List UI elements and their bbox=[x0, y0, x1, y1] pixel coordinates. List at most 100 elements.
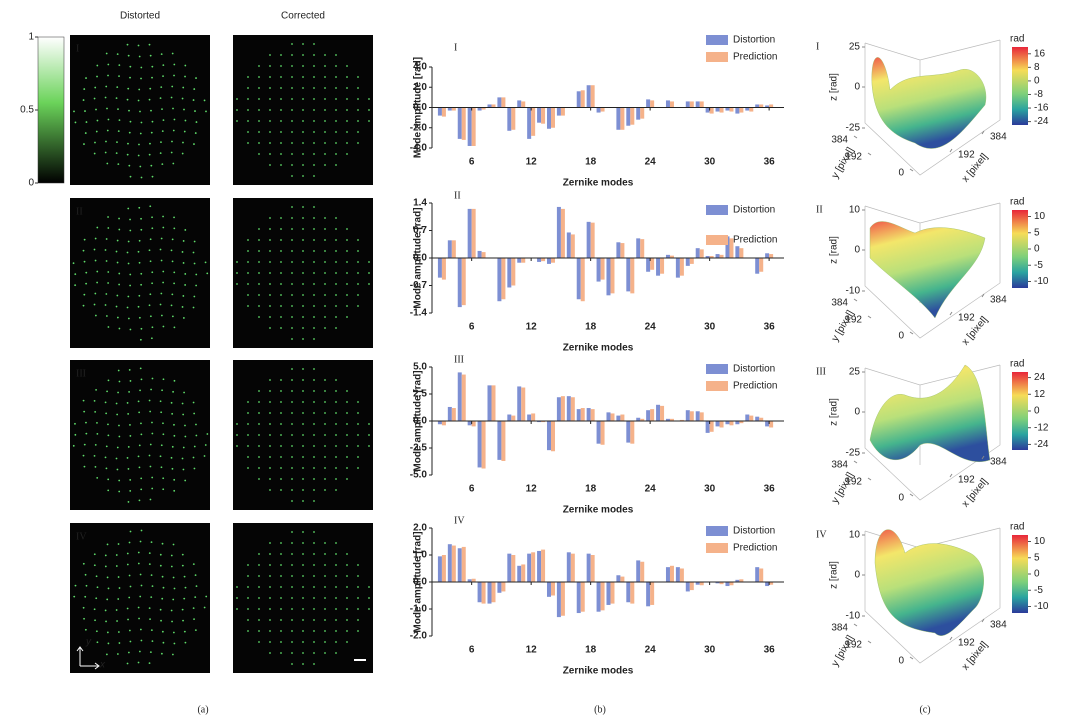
spot bbox=[335, 434, 337, 436]
spot bbox=[357, 401, 359, 403]
spot bbox=[280, 542, 282, 544]
spot bbox=[84, 595, 87, 598]
spot bbox=[335, 456, 337, 458]
x-tick-label: 24 bbox=[645, 322, 657, 333]
spot bbox=[96, 281, 99, 284]
spot bbox=[184, 284, 187, 286]
spot bbox=[106, 390, 108, 393]
spot bbox=[127, 651, 130, 654]
y-tick bbox=[853, 623, 858, 627]
spot bbox=[95, 108, 97, 111]
spot bbox=[302, 390, 304, 392]
spot bbox=[140, 66, 143, 69]
spot bbox=[269, 597, 271, 599]
spot bbox=[324, 316, 326, 318]
spot bbox=[83, 260, 86, 263]
spot bbox=[184, 641, 187, 644]
bar bbox=[606, 412, 611, 421]
bar bbox=[457, 258, 462, 308]
spot bbox=[258, 608, 260, 610]
bar bbox=[600, 258, 605, 280]
spot bbox=[313, 164, 315, 166]
bar bbox=[517, 565, 522, 582]
spot bbox=[160, 237, 163, 240]
y-tick-label: 0 bbox=[898, 168, 904, 179]
bar bbox=[755, 258, 760, 274]
legend-label: Distortion bbox=[733, 364, 775, 375]
spot bbox=[324, 250, 326, 252]
spot bbox=[94, 443, 97, 446]
spot bbox=[126, 251, 129, 254]
spot bbox=[126, 402, 129, 404]
bar bbox=[610, 582, 615, 604]
spot bbox=[96, 270, 99, 273]
y-tick-label: 192 bbox=[845, 315, 862, 326]
bar bbox=[689, 411, 694, 421]
spot bbox=[127, 317, 130, 320]
spot bbox=[335, 564, 337, 566]
legend-swatch bbox=[706, 205, 728, 215]
spot bbox=[335, 401, 337, 403]
z-tick-label: 25 bbox=[849, 367, 861, 378]
bar bbox=[501, 97, 506, 108]
spot bbox=[161, 597, 164, 600]
spot bbox=[129, 530, 132, 533]
spot bbox=[302, 641, 304, 643]
spot bbox=[258, 65, 260, 67]
spot bbox=[159, 455, 162, 458]
spot bbox=[357, 294, 359, 296]
spot bbox=[140, 121, 143, 124]
spot bbox=[313, 109, 315, 111]
y-tick bbox=[909, 493, 914, 497]
spot bbox=[85, 584, 88, 587]
bar bbox=[441, 258, 446, 280]
bar bbox=[739, 107, 744, 113]
bar bbox=[497, 421, 502, 460]
bar bbox=[521, 258, 526, 263]
spot bbox=[269, 76, 271, 78]
spot bbox=[302, 120, 304, 122]
spot bbox=[357, 272, 359, 274]
spot bbox=[335, 575, 337, 577]
bar bbox=[719, 421, 724, 428]
bar bbox=[521, 564, 526, 582]
bar bbox=[689, 582, 694, 591]
x-tick bbox=[949, 473, 953, 478]
spot bbox=[162, 281, 165, 284]
spot bbox=[137, 44, 140, 47]
spot bbox=[335, 489, 337, 491]
spot bbox=[74, 121, 77, 124]
spot bbox=[170, 96, 173, 99]
spot bbox=[138, 294, 141, 297]
bar bbox=[685, 410, 690, 421]
spot bbox=[150, 629, 153, 632]
spot bbox=[324, 597, 326, 599]
spot bbox=[162, 325, 165, 328]
spot bbox=[280, 456, 282, 458]
spot bbox=[140, 77, 142, 80]
x-tick-label: 12 bbox=[526, 484, 538, 495]
y-tick-label: 2.5 bbox=[413, 389, 427, 400]
spot bbox=[194, 110, 196, 112]
spot bbox=[203, 455, 206, 457]
spot bbox=[148, 662, 151, 665]
x-tick bbox=[949, 311, 953, 316]
bar bbox=[501, 421, 506, 461]
spot bbox=[346, 294, 348, 296]
spot bbox=[291, 564, 293, 566]
spot bbox=[170, 249, 173, 252]
spot bbox=[129, 76, 131, 79]
bar bbox=[620, 414, 625, 421]
spot bbox=[107, 271, 110, 273]
spot bbox=[269, 390, 271, 392]
spot bbox=[118, 435, 121, 438]
bar bbox=[527, 107, 532, 139]
spot bbox=[324, 423, 326, 425]
spot bbox=[82, 606, 85, 609]
spot bbox=[181, 251, 184, 253]
surface bbox=[869, 221, 986, 319]
spot bbox=[162, 586, 165, 589]
spot bbox=[183, 130, 186, 133]
spot bbox=[150, 131, 153, 134]
bar bbox=[729, 421, 734, 426]
